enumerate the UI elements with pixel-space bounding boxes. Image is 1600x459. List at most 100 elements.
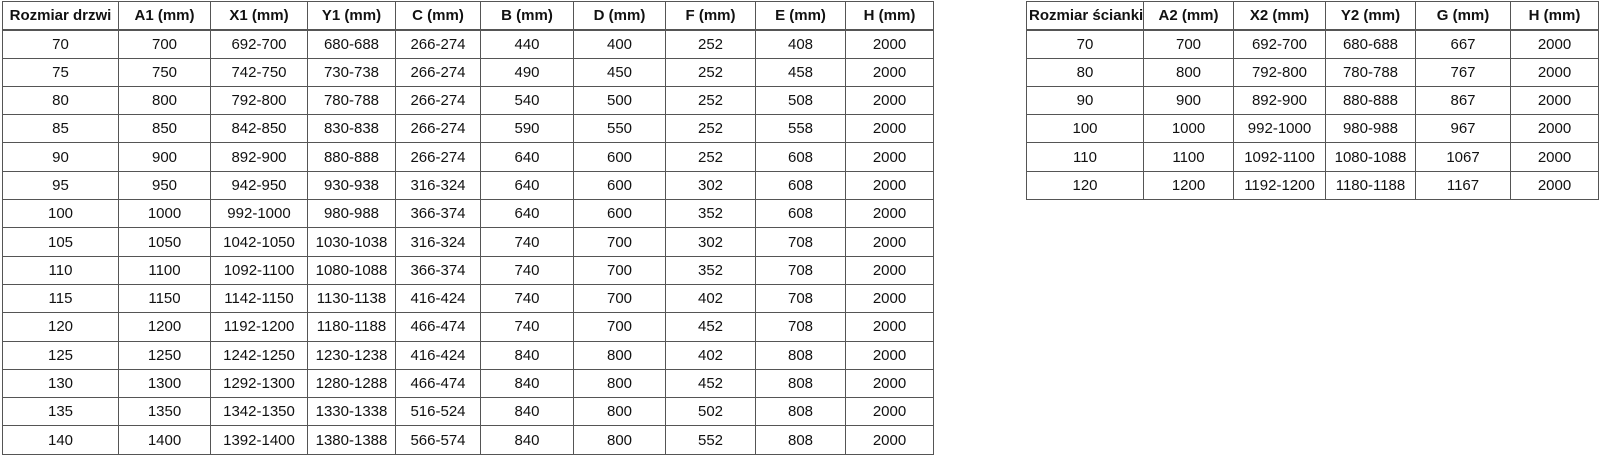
- table-cell: 90: [2, 142, 119, 172]
- table-cell: 680-688: [1325, 29, 1416, 59]
- table-row: 90 900 892-900 880-888 266-274 640 600 252 608 20…: [2, 142, 934, 172]
- table-cell: 500: [573, 85, 666, 116]
- header-cell: X2 (mm): [1233, 0, 1326, 31]
- table-cell: 452: [665, 368, 756, 399]
- table-row: 105 1050 1042-1050 1030-1038 316-324 740 700 30…: [2, 227, 934, 257]
- table-cell: 708: [755, 227, 846, 257]
- table-cell: 1180-1188: [307, 312, 396, 342]
- table-cell: 708: [755, 283, 846, 314]
- table-cell: 95: [2, 170, 119, 201]
- door-sizes-table: Rozmiar drzwi A1 (mm) X1 (mm) Y1 (mm) C (mm)…: [2, 0, 934, 455]
- table-cell: 800: [573, 397, 666, 427]
- table-cell: 1092-1100: [1233, 142, 1326, 172]
- table-cell: 120: [2, 312, 119, 342]
- table-cell: 1042-1050: [210, 227, 308, 257]
- table-cell: 105: [2, 227, 119, 257]
- table-cell: 1400: [118, 425, 211, 455]
- header-cell: B (mm): [480, 0, 574, 31]
- header-cell: F (mm): [665, 0, 756, 31]
- table-cell: 1100: [1143, 142, 1234, 172]
- table-cell: 80: [2, 85, 119, 116]
- table-cell: 2000: [1510, 29, 1599, 59]
- table-cell: 780-788: [307, 85, 396, 116]
- table-cell: 880-888: [1325, 85, 1416, 116]
- table-cell: 416-424: [395, 283, 481, 314]
- table-cell: 750: [118, 57, 211, 87]
- header-row: Rozmiar ścianki A2 (mm) X2 (mm) Y2 (mm) G (m…: [1026, 0, 1599, 31]
- table-cell: 840: [480, 340, 574, 370]
- table-cell: 980-988: [1325, 114, 1416, 144]
- table-cell: 252: [665, 114, 756, 144]
- table-cell: 692-700: [210, 29, 308, 59]
- table-cell: 708: [755, 312, 846, 342]
- table-cell: 967: [1415, 114, 1511, 144]
- table-cell: 1342-1350: [210, 397, 308, 427]
- table-cell: 516-524: [395, 397, 481, 427]
- table-cell: 408: [755, 29, 846, 59]
- table-cell: 266-274: [395, 114, 481, 144]
- table-cell: 90: [1026, 85, 1144, 116]
- table-cell: 2000: [845, 368, 934, 399]
- table-cell: 700: [573, 283, 666, 314]
- table-cell: 942-950: [210, 170, 308, 201]
- table-cell: 800: [1143, 57, 1234, 87]
- table-cell: 900: [118, 142, 211, 172]
- table-cell: 840: [480, 397, 574, 427]
- table-cell: 508: [755, 85, 846, 116]
- table-cell: 75: [2, 57, 119, 87]
- table-cell: 590: [480, 114, 574, 144]
- table-cell: 266-274: [395, 142, 481, 172]
- table-row: 140 1400 1392-1400 1380-1388 566-574 840 800 55…: [2, 425, 934, 455]
- table-cell: 740: [480, 227, 574, 257]
- table-cell: 1230-1238: [307, 340, 396, 370]
- table-cell: 1350: [118, 397, 211, 427]
- table-cell: 808: [755, 425, 846, 455]
- table-cell: 1080-1088: [1325, 142, 1416, 172]
- table-cell: 135: [2, 397, 119, 427]
- table-cell: 140: [2, 425, 119, 455]
- table-cell: 980-988: [307, 199, 396, 229]
- table-row: 95 950 942-950 930-938 316-324 640 600 302 608 20…: [2, 170, 934, 201]
- table-cell: 780-788: [1325, 57, 1416, 87]
- table-cell: 2000: [1510, 85, 1599, 116]
- table-cell: 70: [1026, 29, 1144, 59]
- table-cell: 1142-1150: [210, 283, 308, 314]
- table-cell: 400: [573, 29, 666, 59]
- table-cell: 450: [573, 57, 666, 87]
- table-row: 80 800 792-800 780-788 767 2000: [1026, 57, 1599, 87]
- table-cell: 1000: [1143, 114, 1234, 144]
- table-cell: 1200: [1143, 170, 1234, 201]
- table-cell: 352: [665, 199, 756, 229]
- table-cell: 80: [1026, 57, 1144, 87]
- table-cell: 1167: [1415, 170, 1511, 201]
- table-cell: 558: [755, 114, 846, 144]
- header-cell: Y1 (mm): [307, 0, 396, 31]
- table-cell: 2000: [845, 85, 934, 116]
- table-cell: 252: [665, 29, 756, 59]
- table-cell: 1330-1338: [307, 397, 396, 427]
- table-cell: 840: [480, 425, 574, 455]
- table-cell: 566-574: [395, 425, 481, 455]
- table-cell: 1030-1038: [307, 227, 396, 257]
- table-cell: 892-900: [1233, 85, 1326, 116]
- table-cell: 640: [480, 170, 574, 201]
- table-cell: 2000: [845, 283, 934, 314]
- table-cell: 466-474: [395, 312, 481, 342]
- table-cell: 667: [1415, 29, 1511, 59]
- table-cell: 2000: [1510, 57, 1599, 87]
- table-cell: 1242-1250: [210, 340, 308, 370]
- table-cell: 440: [480, 29, 574, 59]
- table-cell: 692-700: [1233, 29, 1326, 59]
- table-row: 110 1100 1092-1100 1080-1088 366-374 740 700 35…: [2, 255, 934, 285]
- table-cell: 930-938: [307, 170, 396, 201]
- table-cell: 252: [665, 57, 756, 87]
- header-cell: D (mm): [573, 0, 666, 31]
- table-cell: 2000: [845, 425, 934, 455]
- table-cell: 466-474: [395, 368, 481, 399]
- table-cell: 840: [480, 368, 574, 399]
- table-cell: 540: [480, 85, 574, 116]
- header-cell: C (mm): [395, 0, 481, 31]
- table-row: 85 850 842-850 830-838 266-274 590 550 252 558 20…: [2, 114, 934, 144]
- table-cell: 700: [573, 227, 666, 257]
- table-cell: 1067: [1415, 142, 1511, 172]
